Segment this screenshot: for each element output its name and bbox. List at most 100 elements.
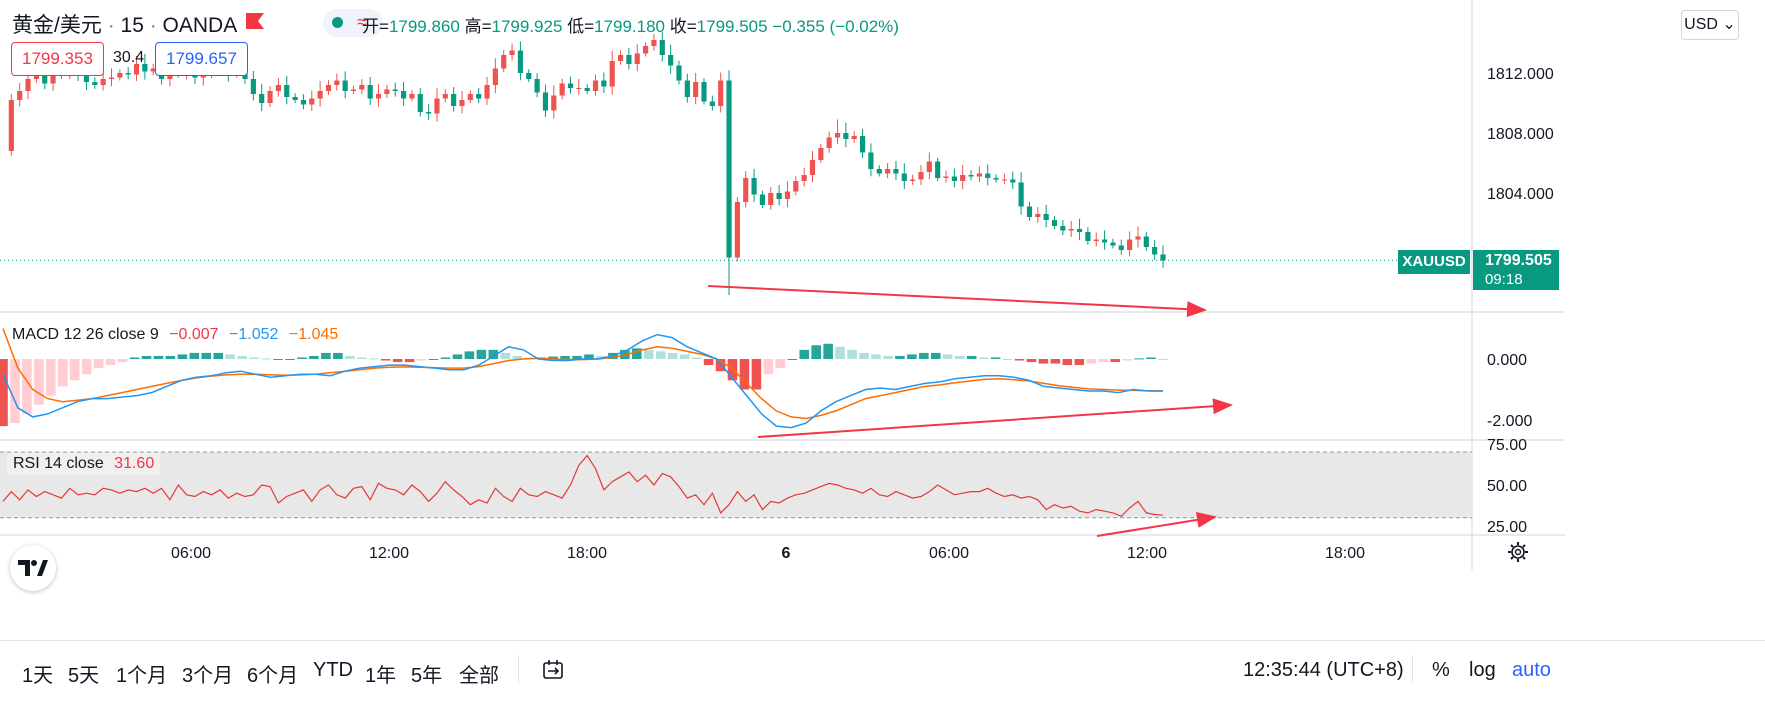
status-pill[interactable]: ≈ <box>323 9 383 37</box>
macd-histogram-bar <box>392 359 403 363</box>
candle-body <box>275 85 281 91</box>
macd-legend[interactable]: MACD 12 26 close 9 −0.007 −1.052 −1.045 <box>12 326 338 344</box>
macd-histogram-bar <box>464 351 475 359</box>
candle-body <box>492 68 498 85</box>
open-value: 1799.860 <box>388 17 460 36</box>
macd-histogram-bar <box>572 355 582 359</box>
candle-body <box>108 77 115 79</box>
macd-histogram-bar <box>237 355 247 359</box>
flag-icon[interactable] <box>245 12 265 30</box>
candle-body <box>743 178 749 202</box>
candle-body <box>826 137 832 148</box>
macd-histogram-bar <box>954 355 965 359</box>
low-value: 1799.180 <box>594 17 665 36</box>
candle-body <box>918 172 924 180</box>
candle-body <box>885 169 891 174</box>
macd-histogram-bar <box>225 354 235 359</box>
range-button-0[interactable]: 1天 <box>22 665 54 687</box>
high-label: 高= <box>464 17 492 36</box>
candle-body <box>601 80 607 87</box>
range-button-3[interactable]: 3个月 <box>182 665 234 687</box>
candle-body <box>459 100 465 106</box>
candle-body <box>1152 247 1158 255</box>
currency-select[interactable]: USD ⌄ <box>1681 10 1739 40</box>
macd-histogram-bar <box>117 359 128 363</box>
bottom-toolbar: 1天 5天 1个月 3个月 6个月 YTD 1年 5年 全部 12:35:44 (UTC+8) … <box>0 640 1765 702</box>
date-range-icon[interactable] <box>541 658 565 682</box>
range-button-6[interactable]: 1年 <box>365 665 397 687</box>
candle-body <box>592 80 599 91</box>
candle-body <box>859 136 866 153</box>
candle-body <box>25 79 31 91</box>
candle-body <box>943 176 949 178</box>
settings-gear-icon[interactable] <box>1507 541 1529 563</box>
candle-body <box>1018 182 1024 207</box>
macd-histogram-bar <box>655 351 666 359</box>
macd-histogram-bar <box>22 359 32 414</box>
candle-body <box>976 173 982 177</box>
macd-histogram-bar <box>632 348 642 359</box>
open-label: 开= <box>362 17 389 36</box>
range-button-8[interactable]: 全部 <box>459 665 499 687</box>
time-tick-label: 06:00 <box>171 545 211 562</box>
macd-histogram-bar <box>596 355 606 359</box>
candle-body <box>843 133 849 139</box>
range-button-7[interactable]: 5年 <box>411 665 443 687</box>
candle-body <box>834 133 841 138</box>
buy-button[interactable]: 1799.657 <box>155 42 248 76</box>
candle-body <box>451 94 457 106</box>
macd-histogram-bar <box>679 354 690 359</box>
log-scale-button[interactable]: log <box>1469 659 1496 681</box>
rsi-legend[interactable]: RSI 14 close 31.60 <box>7 453 161 475</box>
range-button-2[interactable]: 1个月 <box>116 665 168 687</box>
symbol-legend[interactable]: 黄金/美元 · 15 · OANDA <box>12 14 238 37</box>
macd-histogram-bar <box>919 352 929 359</box>
candle-body <box>559 83 565 96</box>
time-tick-label: 12:00 <box>369 545 409 562</box>
low-label: 低= <box>567 17 595 36</box>
tradingview-logo-icon[interactable] <box>10 545 56 591</box>
auto-scale-button[interactable]: auto <box>1512 659 1551 681</box>
candle-body <box>359 85 365 90</box>
macd-signal-value: −1.045 <box>288 326 339 343</box>
candle-body <box>334 80 340 85</box>
macd-histogram-bar <box>1122 359 1132 361</box>
range-button-1[interactable]: 5天 <box>68 665 100 687</box>
sell-button[interactable]: 1799.353 <box>11 42 104 76</box>
candle-body <box>526 73 532 79</box>
candle-body <box>567 83 574 88</box>
macd-histogram-bar <box>691 357 702 359</box>
time-tick-label: 12:00 <box>1127 545 1167 562</box>
macd-histogram-bar <box>165 355 176 359</box>
candle-body <box>935 161 941 178</box>
macd-histogram-bar <box>189 352 200 359</box>
time-tick-label: 18:00 <box>1325 545 1365 562</box>
currency-label: USD <box>1684 16 1718 33</box>
macd-line <box>2 333 1164 429</box>
macd-histogram-bar <box>0 359 8 427</box>
macd-histogram-bar <box>46 359 56 396</box>
macd-histogram-bar <box>1014 359 1025 361</box>
candle-body <box>1026 206 1033 217</box>
candle-body <box>901 173 907 181</box>
candle-body <box>267 91 273 103</box>
time-tick-label: 06:00 <box>929 545 969 562</box>
clock-label[interactable]: 12:35:44 (UTC+8) <box>1243 659 1404 681</box>
candle-body <box>484 85 490 99</box>
macd-histogram-bar <box>799 349 810 359</box>
candle-body <box>33 73 39 79</box>
macd-histogram-bar <box>907 354 917 359</box>
range-button-4[interactable]: 6个月 <box>247 665 299 687</box>
candle-body <box>8 100 14 151</box>
range-button-5[interactable]: YTD <box>313 659 353 681</box>
macd-histogram-bar <box>249 357 259 359</box>
percent-scale-button[interactable]: % <box>1432 659 1450 681</box>
macd-histogram-bar <box>739 359 750 390</box>
macd-histogram-bar <box>213 352 224 359</box>
macd-histogram-bar <box>775 359 786 369</box>
rsi-value: 31.60 <box>114 455 155 472</box>
candle-body <box>960 175 966 181</box>
macd-histogram-bar <box>763 359 774 375</box>
candle-body <box>350 89 357 91</box>
